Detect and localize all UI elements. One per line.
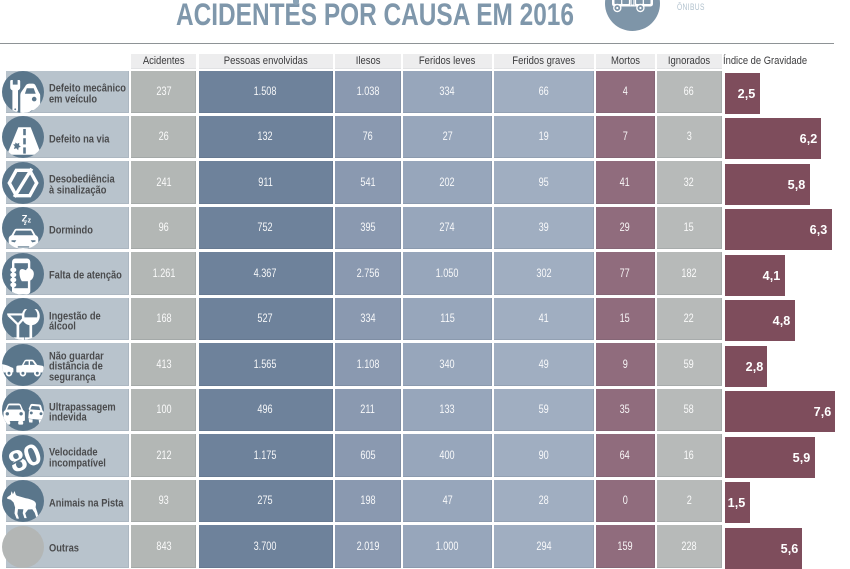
svg-text:80: 80: [4, 437, 44, 476]
svg-text:z: z: [27, 218, 31, 225]
svg-text:z: z: [23, 221, 26, 227]
svg-text:Z: Z: [21, 214, 27, 225]
